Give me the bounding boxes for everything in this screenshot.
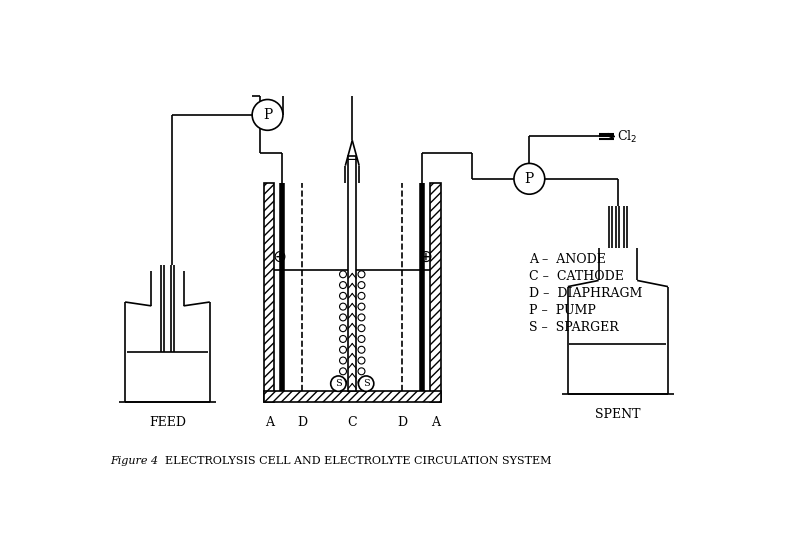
Circle shape bbox=[252, 99, 283, 130]
Text: P: P bbox=[263, 108, 272, 122]
Circle shape bbox=[330, 376, 346, 391]
Text: D –  DIAPHRAGM: D – DIAPHRAGM bbox=[530, 287, 642, 300]
Text: S –  SPARGER: S – SPARGER bbox=[530, 321, 619, 334]
Text: ⊕: ⊕ bbox=[272, 247, 286, 265]
Bar bbox=[430, 183, 441, 402]
Bar bbox=[349, 156, 356, 391]
Text: D: D bbox=[297, 416, 307, 429]
Text: ELECTROLYSIS CELL AND ELECTROLYTE CIRCULATION SYSTEM: ELECTROLYSIS CELL AND ELECTROLYTE CIRCUL… bbox=[165, 456, 552, 466]
Text: P –  PUMP: P – PUMP bbox=[530, 304, 596, 317]
Text: ⊕: ⊕ bbox=[418, 247, 432, 265]
Text: A: A bbox=[265, 416, 274, 429]
Text: A –  ANODE: A – ANODE bbox=[530, 253, 606, 266]
Text: S: S bbox=[335, 379, 342, 388]
Text: FEED: FEED bbox=[149, 416, 186, 429]
Text: P: P bbox=[525, 172, 534, 186]
Circle shape bbox=[358, 376, 374, 391]
Text: A: A bbox=[431, 416, 440, 429]
Circle shape bbox=[514, 163, 545, 194]
Bar bbox=[264, 183, 274, 402]
Text: Cl$_2$: Cl$_2$ bbox=[617, 128, 638, 145]
Text: S: S bbox=[362, 379, 370, 388]
Text: D: D bbox=[398, 416, 407, 429]
Text: SPENT: SPENT bbox=[595, 409, 641, 421]
Text: −: − bbox=[346, 152, 358, 167]
Text: C: C bbox=[347, 416, 357, 429]
Bar bbox=[264, 391, 441, 402]
Text: Figure 4: Figure 4 bbox=[110, 456, 158, 466]
Text: C –  CATHODE: C – CATHODE bbox=[530, 270, 624, 283]
